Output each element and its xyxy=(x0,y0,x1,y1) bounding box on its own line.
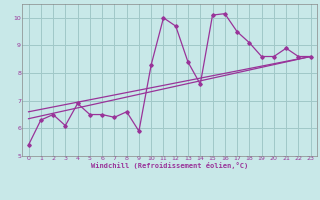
X-axis label: Windchill (Refroidissement éolien,°C): Windchill (Refroidissement éolien,°C) xyxy=(91,162,248,169)
